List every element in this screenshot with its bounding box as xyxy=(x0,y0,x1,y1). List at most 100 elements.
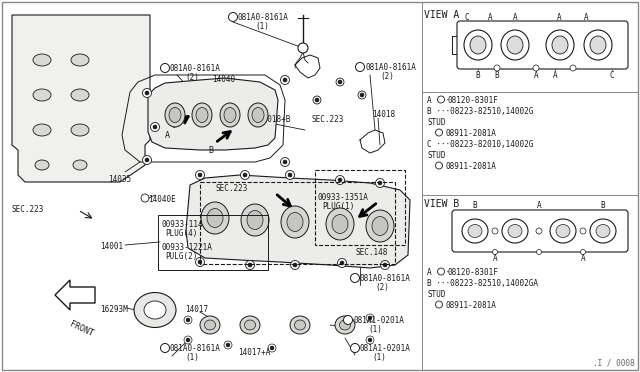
Ellipse shape xyxy=(339,320,351,330)
Circle shape xyxy=(351,273,360,282)
Text: 081A0-8161A: 081A0-8161A xyxy=(170,64,221,73)
Text: B: B xyxy=(358,64,362,70)
Text: B: B xyxy=(346,317,350,323)
Ellipse shape xyxy=(201,202,229,234)
Ellipse shape xyxy=(590,36,606,54)
Circle shape xyxy=(184,336,192,344)
Circle shape xyxy=(335,176,344,185)
Text: 14017+A: 14017+A xyxy=(238,348,270,357)
Circle shape xyxy=(198,260,202,264)
Text: 08120-8301F: 08120-8301F xyxy=(447,268,498,277)
Ellipse shape xyxy=(287,212,303,231)
Circle shape xyxy=(533,65,539,71)
Circle shape xyxy=(368,316,372,320)
Circle shape xyxy=(580,250,586,254)
Circle shape xyxy=(338,80,342,84)
Text: A: A xyxy=(165,131,170,140)
Circle shape xyxy=(268,344,276,352)
Text: B: B xyxy=(353,276,357,280)
FancyBboxPatch shape xyxy=(452,210,628,252)
Text: SEC.223: SEC.223 xyxy=(312,115,344,124)
Text: 14035: 14035 xyxy=(108,175,131,184)
Ellipse shape xyxy=(332,215,348,234)
Circle shape xyxy=(291,260,300,269)
Circle shape xyxy=(228,13,237,22)
Circle shape xyxy=(378,181,382,185)
Text: B: B xyxy=(163,346,167,350)
Circle shape xyxy=(344,315,353,324)
Text: B: B xyxy=(163,65,167,71)
Bar xyxy=(200,182,395,264)
Text: N: N xyxy=(437,130,440,135)
Text: A: A xyxy=(493,254,497,263)
Ellipse shape xyxy=(33,124,51,136)
Text: .I / 0008: .I / 0008 xyxy=(593,358,635,367)
Text: C ···08223-82010,14002G: C ···08223-82010,14002G xyxy=(427,140,533,149)
Circle shape xyxy=(315,98,319,102)
Ellipse shape xyxy=(71,124,89,136)
Ellipse shape xyxy=(244,320,255,330)
Text: A ···: A ··· xyxy=(427,268,450,277)
Circle shape xyxy=(338,178,342,182)
Text: 00933-1221A: 00933-1221A xyxy=(162,243,213,252)
Ellipse shape xyxy=(240,316,260,334)
Ellipse shape xyxy=(502,219,528,243)
Ellipse shape xyxy=(552,36,568,54)
Circle shape xyxy=(492,228,498,234)
Circle shape xyxy=(376,179,385,187)
Ellipse shape xyxy=(326,208,354,240)
Text: 081A0-8161A: 081A0-8161A xyxy=(360,274,411,283)
Ellipse shape xyxy=(196,108,208,122)
Circle shape xyxy=(536,228,542,234)
Circle shape xyxy=(366,336,374,344)
Ellipse shape xyxy=(584,30,612,60)
Ellipse shape xyxy=(35,160,49,170)
Circle shape xyxy=(288,173,292,177)
Text: (1): (1) xyxy=(255,22,269,31)
Circle shape xyxy=(293,263,297,267)
Text: 16293M: 16293M xyxy=(100,305,128,314)
Ellipse shape xyxy=(281,206,309,238)
Circle shape xyxy=(195,257,205,266)
Text: 08911-2081A: 08911-2081A xyxy=(445,301,496,310)
Text: A ···: A ··· xyxy=(427,96,450,105)
Text: B: B xyxy=(440,97,443,102)
Ellipse shape xyxy=(241,204,269,236)
Circle shape xyxy=(438,96,445,103)
Text: A: A xyxy=(537,201,541,210)
Circle shape xyxy=(248,263,252,267)
Circle shape xyxy=(366,314,374,322)
Ellipse shape xyxy=(73,160,87,170)
Ellipse shape xyxy=(247,211,263,230)
Ellipse shape xyxy=(556,224,570,237)
Text: (2): (2) xyxy=(185,73,199,82)
Text: 00933-1141A: 00933-1141A xyxy=(162,220,213,229)
Text: 14018: 14018 xyxy=(372,110,395,119)
Circle shape xyxy=(280,76,289,84)
Circle shape xyxy=(340,261,344,265)
Ellipse shape xyxy=(468,224,482,237)
Circle shape xyxy=(283,160,287,164)
Circle shape xyxy=(337,259,346,267)
Text: SEC.223: SEC.223 xyxy=(12,205,44,214)
Text: C: C xyxy=(610,71,614,80)
Circle shape xyxy=(313,96,321,104)
Text: A: A xyxy=(584,13,588,22)
Ellipse shape xyxy=(464,30,492,60)
Text: (2): (2) xyxy=(380,72,394,81)
Text: 14001: 14001 xyxy=(100,242,123,251)
Ellipse shape xyxy=(252,108,264,122)
Circle shape xyxy=(145,91,149,95)
Text: A: A xyxy=(488,13,492,22)
Bar xyxy=(315,170,405,245)
Text: 081A0-8161A: 081A0-8161A xyxy=(170,344,221,353)
Ellipse shape xyxy=(144,301,166,319)
Ellipse shape xyxy=(205,320,216,330)
Circle shape xyxy=(195,170,205,180)
Ellipse shape xyxy=(165,103,185,127)
Text: B: B xyxy=(353,346,357,350)
Ellipse shape xyxy=(590,219,616,243)
Circle shape xyxy=(161,343,170,353)
Text: STUD: STUD xyxy=(427,118,445,127)
Circle shape xyxy=(186,338,190,342)
